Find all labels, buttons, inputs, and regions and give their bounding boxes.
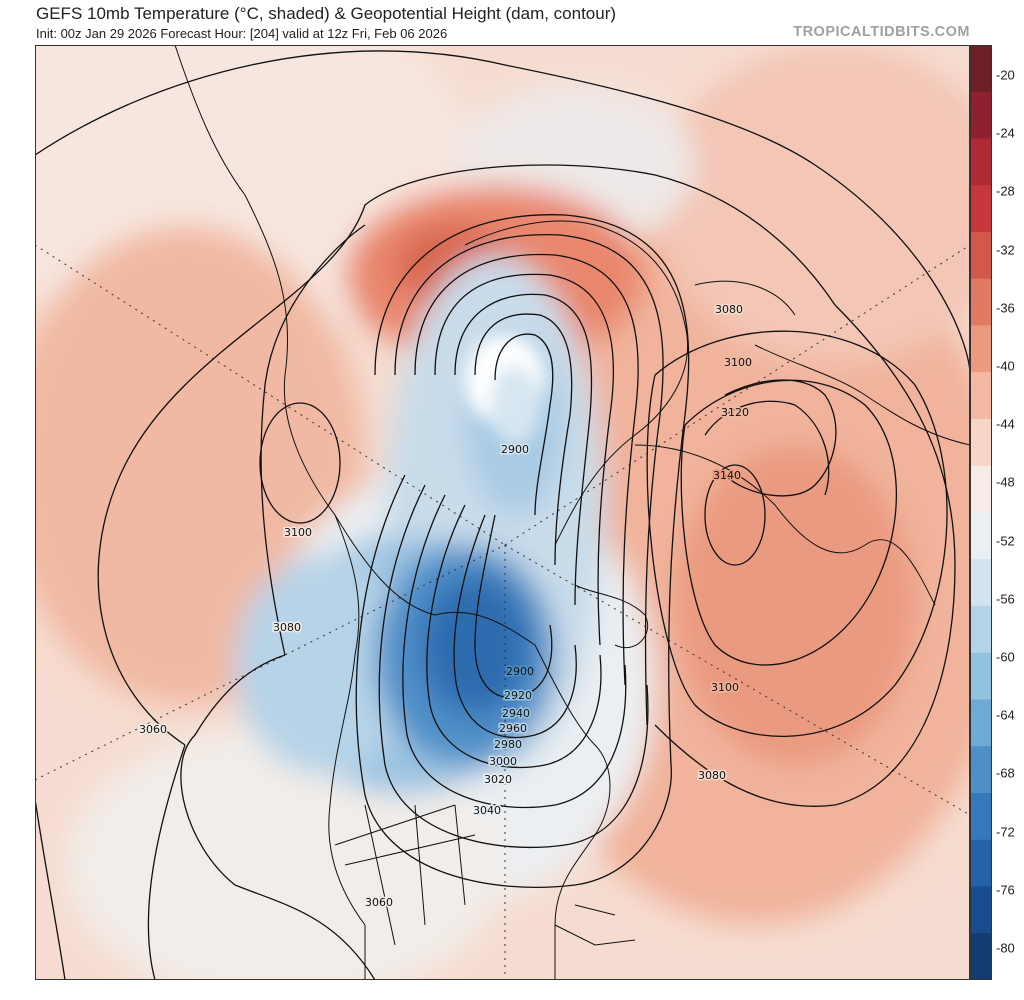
colorbar-swatch (970, 185, 992, 233)
colorbar-tick-label: -60 (996, 649, 1015, 665)
temperature-colorbar (970, 45, 992, 980)
colorbar-swatch (970, 91, 992, 140)
colorbar-swatch (970, 512, 992, 560)
colorbar-tick-label: -32 (996, 242, 1015, 258)
contour-label: 2960 (499, 722, 527, 735)
colorbar-swatch (970, 278, 992, 327)
colorbar-swatch (970, 606, 992, 654)
colorbar-tick-label: -48 (996, 474, 1015, 490)
contour-label: 3140 (713, 469, 741, 482)
height-contours (35, 50, 970, 980)
colorbar-tick-label: -24 (996, 125, 1015, 141)
colorbar-swatch (970, 419, 992, 467)
contour-label: 3080 (273, 621, 301, 634)
colorbar-swatch (970, 138, 992, 186)
colorbar-swatch (970, 886, 992, 934)
colorbar-swatch (970, 372, 992, 420)
contour-label: 3000 (489, 755, 517, 768)
colorbar-tick-label: -20 (996, 67, 1015, 83)
chart-subtitle: Init: 00z Jan 29 2026 Forecast Hour: [20… (36, 26, 448, 41)
colorbar-tick-label: -76 (996, 882, 1015, 898)
colorbar-swatch (970, 325, 992, 373)
contour-label: 3080 (698, 769, 726, 782)
colorbar-labels: -20 -24 -28 -32 -36 -40 -44 -48 -52 -56 -60 -64 -68 -… (994, 45, 1024, 980)
temperature-height-map: 3080 3100 3120 3140 3100 3080 3100 3080 … (35, 45, 970, 980)
colorbar-tick-label: -72 (996, 824, 1015, 840)
temperature-shading (35, 45, 970, 980)
colorbar-tick-label: -36 (996, 300, 1015, 316)
contour-label: 3100 (284, 526, 312, 539)
contour-label: 2980 (494, 738, 522, 751)
colorbar-swatch (970, 45, 992, 93)
contour-labels: 3080 3100 3120 3140 3100 3080 3100 3080 … (138, 302, 754, 911)
colorbar-tick-label: -40 (996, 358, 1015, 374)
contour-label: 3100 (724, 356, 752, 369)
colorbar-tick-label: -56 (996, 591, 1015, 607)
contour-label: 2900 (506, 665, 534, 678)
colorbar-tick-label: -68 (996, 765, 1015, 781)
contour-label: 2900 (501, 443, 529, 456)
colorbar-tick-label: -44 (996, 416, 1015, 432)
contour-label: 3100 (711, 681, 739, 694)
map-frame (35, 45, 970, 980)
contour-label: 3020 (484, 773, 512, 786)
contour-label: 2940 (502, 707, 530, 720)
contour-label: 3060 (139, 723, 167, 736)
colorbar-swatch (970, 232, 992, 280)
colorbar-swatch (970, 652, 992, 701)
colorbar-tick-label: -80 (996, 940, 1015, 956)
colorbar-tick-label: -64 (996, 707, 1015, 723)
chart-title: GEFS 10mb Temperature (°C, shaded) & Geo… (36, 4, 617, 23)
colorbar-swatch (970, 793, 992, 841)
colorbar-tick-label: -28 (996, 183, 1015, 199)
graticule (35, 244, 970, 980)
contour-label: 2920 (504, 689, 532, 702)
colorbar-swatch (970, 699, 992, 747)
colorbar-swatch (970, 746, 992, 794)
colorbar-swatch (970, 839, 992, 888)
contour-label: 3080 (715, 303, 743, 316)
colorbar-swatch (970, 465, 992, 514)
colorbar-frame (970, 45, 992, 980)
coastlines (174, 45, 970, 980)
contour-label: 3040 (473, 804, 501, 817)
colorbar-swatch (970, 933, 992, 980)
colorbar-swatch (970, 559, 992, 607)
colorbar-tick-label: -52 (996, 533, 1015, 549)
contour-label: 3060 (365, 896, 393, 909)
cold-core-shading (465, 335, 545, 445)
brand-watermark: TROPICALTIDBITS.COM (793, 24, 970, 40)
contour-label: 3120 (721, 406, 749, 419)
